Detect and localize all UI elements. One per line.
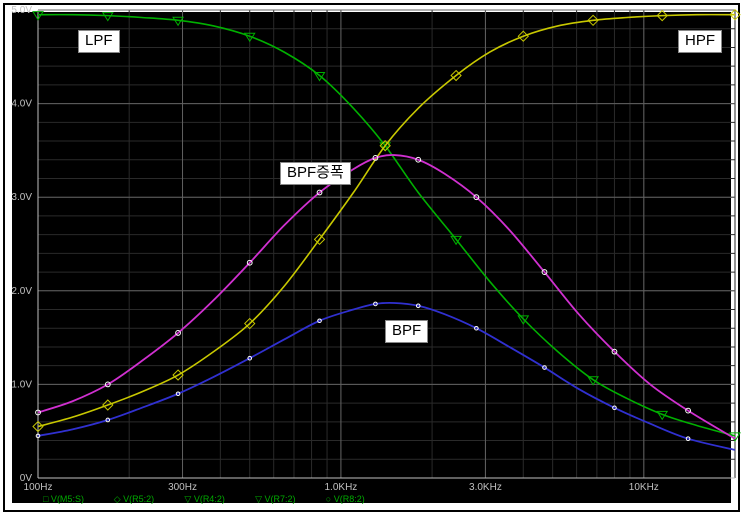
annotation-bpf: BPF: [385, 320, 428, 343]
svg-text:3.0KHz: 3.0KHz: [469, 482, 502, 493]
annotation-bpf-amp: BPF증폭: [280, 162, 351, 185]
annotation-hpf: HPF: [678, 30, 722, 53]
svg-text:300Hz: 300Hz: [168, 482, 197, 493]
svg-text:5.0V: 5.0V: [11, 5, 32, 16]
svg-text:▽ V(R7:2): ▽ V(R7:2): [255, 494, 295, 504]
svg-text:100Hz: 100Hz: [24, 482, 53, 493]
svg-text:○ V(R8:2): ○ V(R8:2): [326, 494, 365, 504]
svg-text:3.0V: 3.0V: [11, 192, 32, 203]
svg-text:□ V(M5:S): □ V(M5:S): [43, 494, 84, 504]
svg-text:1.0V: 1.0V: [11, 379, 32, 390]
svg-text:1.0KHz: 1.0KHz: [325, 482, 358, 493]
svg-text:4.0V: 4.0V: [11, 99, 32, 110]
svg-text:▽ V(R4:2): ▽ V(R4:2): [184, 494, 224, 504]
svg-text:2.0V: 2.0V: [11, 286, 32, 297]
chart-frame: 0V1.0V2.0V3.0V4.0V5.0V100Hz300Hz1.0KHz3.…: [0, 0, 743, 515]
annotation-lpf: LPF: [78, 30, 120, 53]
filter-response-chart: 0V1.0V2.0V3.0V4.0V5.0V100Hz300Hz1.0KHz3.…: [0, 0, 743, 515]
svg-text:◇ V(R5:2): ◇ V(R5:2): [114, 494, 154, 504]
svg-text:10KHz: 10KHz: [629, 482, 659, 493]
